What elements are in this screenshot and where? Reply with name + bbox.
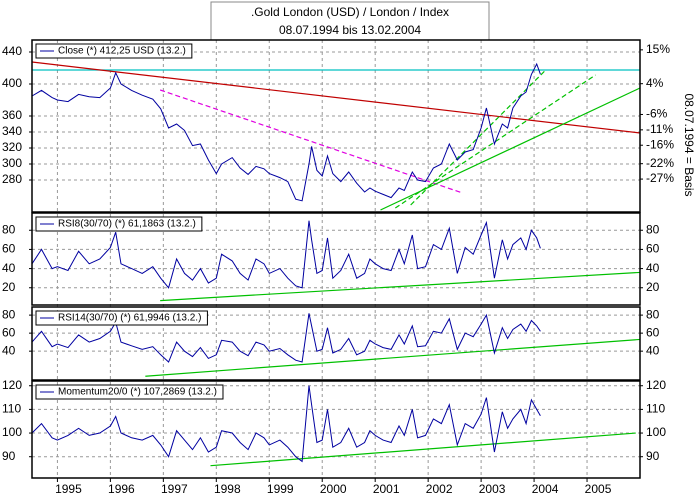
legend: RSI8(30/70) (*) 61,1863 (13.2.) (35, 216, 203, 232)
legend-label: Close (*) 412,25 USD (13.2.) (58, 46, 186, 57)
y2-tick-label: -22% (646, 156, 674, 170)
x-tick-label: 2001 (373, 482, 400, 496)
panel-frame (31, 39, 641, 213)
x-tick-label: 1999 (267, 482, 294, 496)
legend: Momentum20/0 (*) 107,2869 (13.2.) (35, 384, 224, 400)
y-tick-label: 300 (2, 156, 22, 170)
series-line (31, 385, 541, 463)
y-tick-label: 110 (2, 402, 21, 416)
trend-line (410, 69, 547, 206)
x-tick-label: 2004 (532, 482, 559, 496)
y-tick-label: 80 (2, 222, 16, 236)
y-tick-label-right: 100 (646, 425, 666, 439)
x-tick-label: 1998 (214, 482, 241, 496)
x-tick-label: 2000 (320, 482, 347, 496)
y2-tick-label: -6% (646, 107, 668, 121)
y-tick-label: 100 (2, 425, 22, 439)
x-tick-label: 1995 (55, 482, 82, 496)
legend-box (35, 43, 193, 59)
y-tick-label: 90 (2, 449, 16, 463)
y2-tick-label: -16% (646, 137, 674, 151)
x-tick-label: 1996 (108, 482, 135, 496)
y-tick-label: 60 (2, 325, 16, 339)
y-tick-label-right: 80 (646, 307, 660, 321)
y-tick-label: 40 (2, 343, 16, 357)
y-tick-label: 440 (2, 44, 22, 58)
y2-tick-label: -27% (646, 171, 674, 185)
y-tick-label-right: 40 (646, 261, 660, 275)
series-line (31, 313, 541, 363)
y-tick-label: 320 (2, 140, 22, 154)
y-tick-label-right: 80 (646, 222, 660, 236)
y-tick-label: 280 (2, 172, 22, 186)
y-tick-label: 40 (2, 261, 16, 275)
y2-tick-label: 15% (646, 42, 670, 56)
y-tick-label: 120 (2, 378, 22, 392)
panel-frame (31, 380, 641, 479)
legend-box (35, 384, 224, 400)
trend-line (160, 271, 641, 302)
y2-tick-label: 4% (646, 76, 664, 90)
y-tick-label-right: 60 (646, 325, 660, 339)
trend-line (210, 432, 636, 467)
y2-axis-label: 08.07.1994 = Basis (682, 93, 696, 196)
y-tick-label: 20 (2, 280, 16, 294)
legend-box (35, 216, 203, 232)
y-tick-label-right: 60 (646, 242, 660, 256)
panel-frame (31, 306, 641, 381)
y-tick-label: 80 (2, 307, 16, 321)
y-tick-label: 60 (2, 242, 16, 256)
legend: Close (*) 412,25 USD (13.2.) (35, 43, 193, 59)
y-tick-label: 340 (2, 124, 22, 138)
x-tick-label: 1997 (161, 482, 188, 496)
y2-tick-label: -11% (646, 122, 673, 136)
y-tick-label-right: 110 (646, 402, 665, 416)
x-tick-label: 2003 (479, 482, 506, 496)
legend-label: RSI8(30/70) (*) 61,1863 (13.2.) (58, 219, 196, 230)
legend: RSI14(30/70) (*) 61,9946 (13.2.) (35, 310, 208, 326)
trend-line (159, 89, 463, 194)
y-tick-label-right: 90 (646, 449, 660, 463)
series-line (31, 62, 541, 202)
chart-subtitle: 08.07.1994 bis 13.02.2004 (279, 23, 421, 37)
legend-label: Momentum20/0 (*) 107,2869 (13.2.) (58, 387, 217, 398)
y-tick-label: 400 (2, 76, 22, 90)
trend-line (145, 338, 641, 377)
trend-line (31, 61, 641, 134)
chart-title: .Gold London (USD) / London / Index (251, 5, 449, 19)
panel-frame (31, 212, 641, 306)
x-tick-label: 2002 (426, 482, 453, 496)
legend-box (35, 310, 208, 326)
y-tick-label-right: 40 (646, 343, 660, 357)
series-line (31, 220, 541, 289)
y-tick-label: 360 (2, 108, 22, 122)
y-tick-label-right: 120 (646, 378, 666, 392)
x-tick-label: 2005 (585, 482, 612, 496)
legend-label: RSI14(30/70) (*) 61,9946 (13.2.) (58, 313, 201, 324)
y-tick-label-right: 20 (646, 280, 660, 294)
